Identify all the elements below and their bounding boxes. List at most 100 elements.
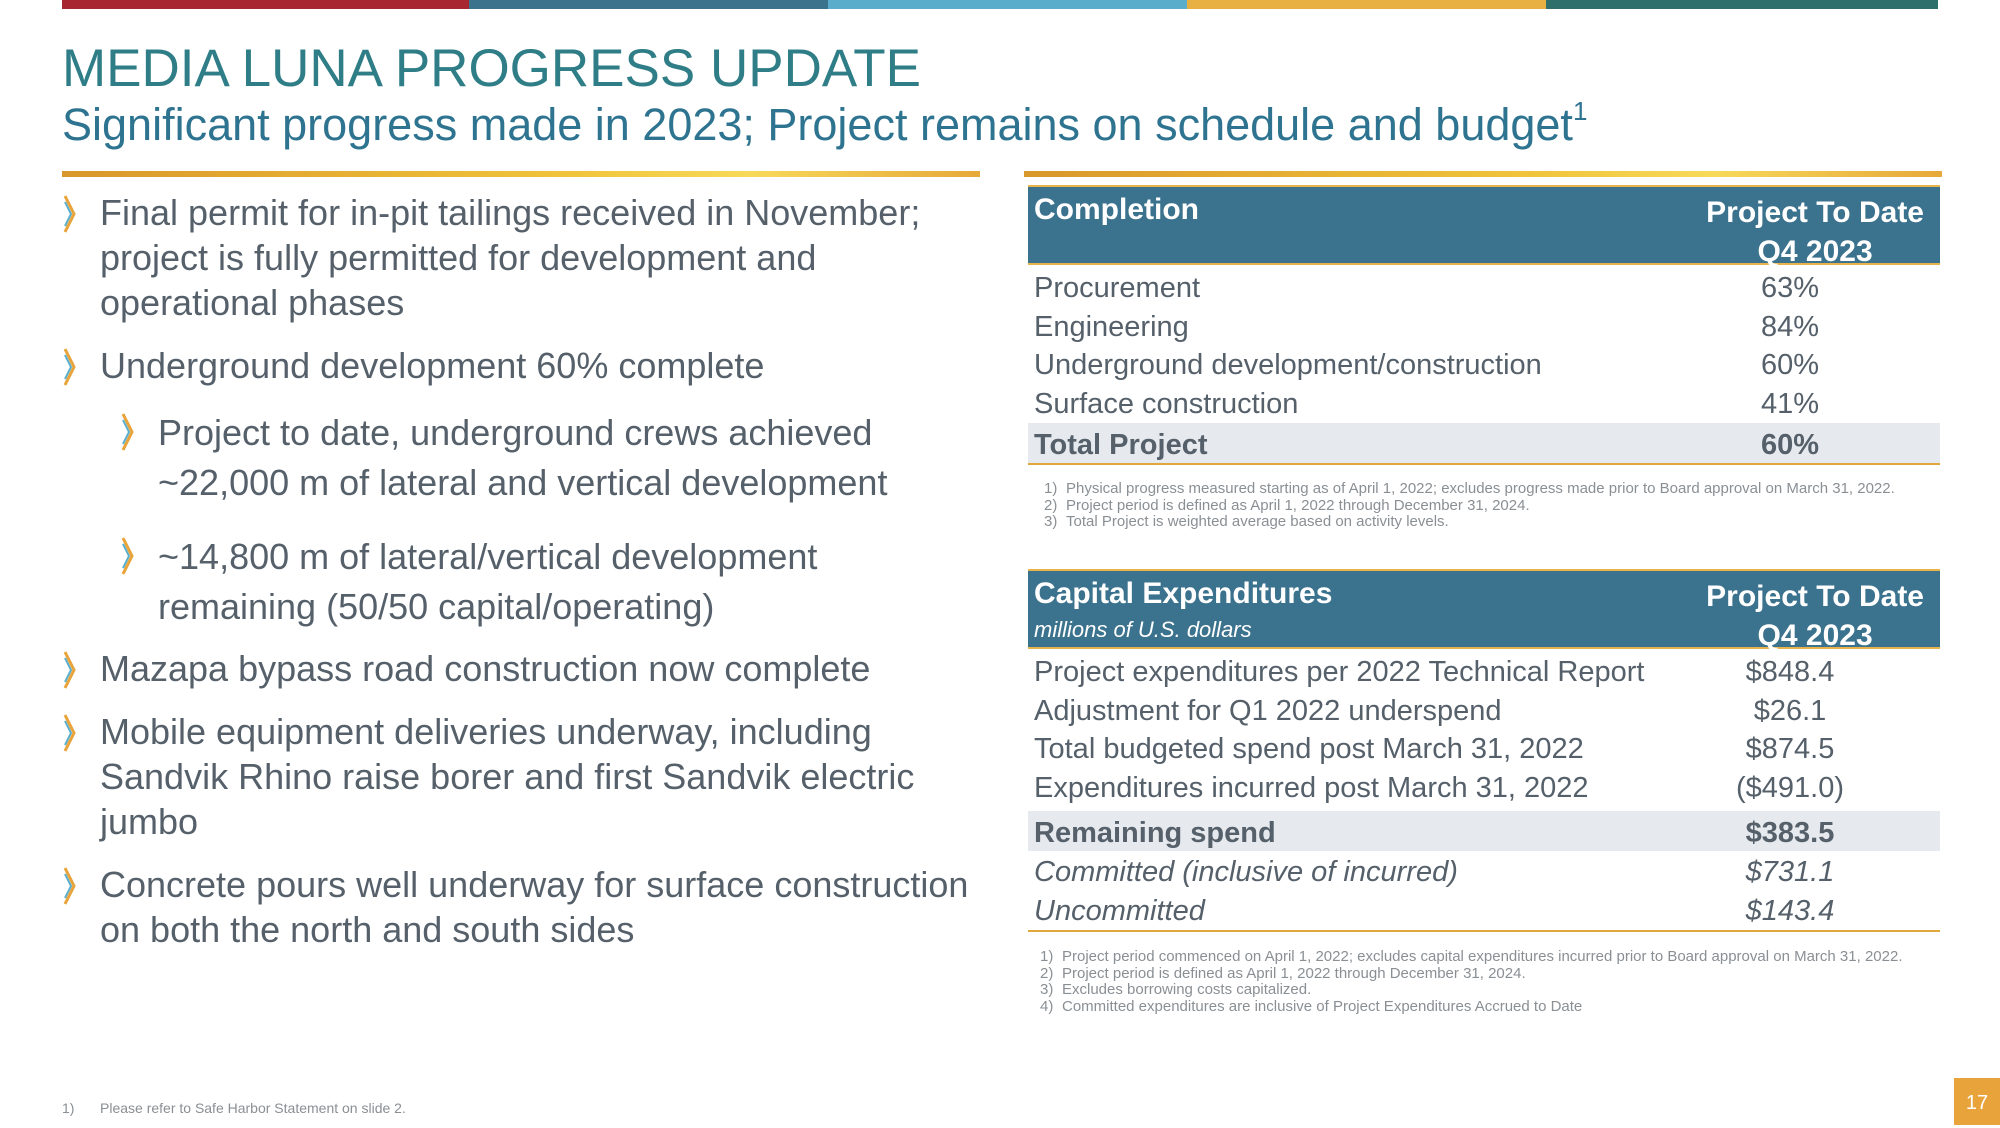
row-value: $731.1 — [1745, 856, 1835, 888]
row-value: 63% — [1760, 272, 1820, 304]
subtitle-text: Significant progress made in 2023; Proje… — [62, 99, 1573, 150]
bullet-item: Mobile equipment deliveries underway, in… — [62, 709, 982, 844]
page-subtitle: Significant progress made in 2023; Proje… — [62, 96, 1587, 151]
footnote-number: 1) — [62, 1100, 75, 1116]
capex-table: Capital Expenditures millions of U.S. do… — [1028, 569, 1940, 932]
top-bar-segment — [62, 0, 469, 9]
bullet-text: ~14,800 m of lateral/vertical developmen… — [158, 536, 818, 627]
note-text: Excludes borrowing costs capitalized. — [1062, 981, 1312, 998]
completion-table-header: Completion Project To Date Q4 2023 — [1028, 185, 1940, 268]
top-bar-segment — [1187, 0, 1546, 9]
bullet-text: Final permit for in-pit tailings receive… — [100, 192, 921, 323]
note-text: Committed expenditures are inclusive of … — [1062, 997, 1583, 1015]
row-value: $143.4 — [1745, 894, 1835, 927]
chevron-right-icon — [62, 347, 82, 387]
table-row: Surface construction 41% — [1028, 385, 1940, 424]
table-row: Engineering 84% — [1028, 308, 1940, 347]
remaining-spend-row: Remaining spend $383.5 — [1028, 811, 1940, 851]
sub-bullet-item: ~14,800 m of lateral/vertical developmen… — [120, 532, 982, 632]
note-text: Project period is defined as April 1, 20… — [1062, 964, 1526, 982]
note-number: 2) — [1040, 964, 1054, 982]
row-label: Underground development/construction — [1034, 349, 1542, 381]
note-item: 2) Project period is defined as April 1, … — [1028, 496, 1928, 515]
note-text: Project period is defined as April 1, 20… — [1066, 496, 1530, 514]
row-label: Total Project — [1034, 429, 1208, 461]
bullet-list: Final permit for in-pit tailings receive… — [62, 186, 982, 952]
note-number: 3) — [1040, 981, 1054, 998]
row-label: Engineering — [1034, 310, 1189, 343]
row-value: 41% — [1760, 387, 1820, 420]
row-label: Procurement — [1034, 272, 1201, 304]
subtitle-footnote-marker: 1 — [1572, 96, 1588, 126]
row-value: 60% — [1760, 429, 1820, 461]
table-row: Adjustment for Q1 2022 underspend $26.1 — [1028, 692, 1940, 731]
table-row: Procurement 63% — [1028, 269, 1940, 308]
completion-table: Completion Project To Date Q4 2023 Procu… — [1028, 185, 1940, 465]
bullet-item: Mazapa bypass road construction now comp… — [62, 646, 982, 691]
row-label: Surface construction — [1034, 387, 1299, 420]
bullet-text: Underground development 60% complete — [100, 345, 765, 386]
project-to-date-header: Project To Date Q4 2023 — [1706, 193, 1924, 271]
chevron-right-icon — [62, 713, 82, 753]
table-row: Underground development/construction 60% — [1028, 346, 1940, 385]
bullet-text: Mobile equipment deliveries underway, in… — [100, 711, 915, 842]
note-text: Total Project is weighted average based … — [1066, 513, 1449, 530]
note-item: 3) Excludes borrowing costs capitalized. — [1024, 981, 1928, 999]
chevron-right-icon — [120, 412, 140, 452]
row-value: 84% — [1760, 310, 1820, 343]
row-value: $848.4 — [1745, 656, 1835, 688]
bullet-item: Underground development 60% complete — [62, 343, 982, 388]
bullet-text: Project to date, underground crews achie… — [158, 412, 888, 503]
chevron-right-icon — [62, 866, 82, 906]
capex-col-header: Capital Expenditures — [1034, 577, 1333, 610]
bullet-text: Concrete pours well underway for surface… — [100, 864, 969, 950]
left-divider-rule — [62, 171, 980, 177]
table-row: Uncommitted $143.4 — [1028, 892, 1940, 932]
top-color-bar — [62, 0, 1938, 9]
note-item: 2) Project period is defined as April 1, … — [1024, 964, 1928, 983]
note-number: 3) — [1044, 513, 1058, 530]
chevron-right-icon — [120, 536, 140, 576]
note-number: 4) — [1040, 997, 1054, 1015]
row-label: Expenditures incurred post March 31, 202… — [1034, 771, 1589, 804]
table-row: Project expenditures per 2022 Technical … — [1028, 653, 1940, 692]
row-value: $26.1 — [1753, 694, 1827, 727]
row-value: $383.5 — [1745, 817, 1835, 849]
right-divider-rule — [1024, 171, 1942, 177]
note-item: 1) Physical progress measured starting as… — [1028, 480, 1928, 498]
row-label: Uncommitted — [1034, 894, 1205, 927]
capex-table-header: Capital Expenditures millions of U.S. do… — [1028, 569, 1940, 652]
page-number: 17 — [1954, 1078, 2000, 1125]
project-to-date-header: Project To Date Q4 2023 — [1706, 577, 1924, 655]
note-item: 4) Committed expenditures are inclusive o… — [1024, 997, 1928, 1016]
table-row: Total budgeted spend post March 31, 2022… — [1028, 730, 1940, 769]
sub-bullet-item: Project to date, underground crews achie… — [120, 408, 982, 508]
row-label: Project expenditures per 2022 Technical … — [1034, 656, 1645, 688]
table-row: Committed (inclusive of incurred) $731.1 — [1028, 853, 1940, 892]
top-bar-segment — [469, 0, 828, 9]
capex-notes: 1) Project period commenced on April 1, 2… — [1024, 948, 1928, 1016]
row-label: Adjustment for Q1 2022 underspend — [1034, 694, 1502, 727]
top-bar-segment — [828, 0, 1187, 9]
bullet-text: Mazapa bypass road construction now comp… — [100, 648, 871, 689]
header-line-2: Q4 2023 — [1757, 619, 1873, 652]
note-item: 3) Total Project is weighted average base… — [1028, 513, 1928, 531]
row-label: Committed (inclusive of incurred) — [1034, 856, 1458, 888]
note-number: 1) — [1040, 948, 1054, 965]
note-number: 2) — [1044, 496, 1058, 514]
row-label: Remaining spend — [1034, 817, 1276, 849]
footnote-text: Please refer to Safe Harbor Statement on… — [100, 1100, 406, 1116]
chevron-right-icon — [62, 194, 82, 234]
note-text: Project period commenced on April 1, 202… — [1062, 948, 1903, 965]
completion-notes: 1) Physical progress measured starting as… — [1028, 480, 1928, 531]
total-row: Total Project 60% — [1028, 423, 1940, 465]
row-label: Total budgeted spend post March 31, 2022 — [1034, 733, 1584, 765]
slide-footnote: 1) Please refer to Safe Harbor Statement … — [62, 1100, 406, 1116]
note-number: 1) — [1044, 480, 1058, 497]
bullet-item: Concrete pours well underway for surface… — [62, 862, 982, 952]
page-title: MEDIA LUNA PROGRESS UPDATE — [62, 39, 921, 98]
row-value: $874.5 — [1745, 733, 1835, 765]
chevron-right-icon — [62, 650, 82, 690]
note-text: Physical progress measured starting as o… — [1066, 480, 1895, 497]
top-bar-segment — [1546, 0, 1938, 9]
